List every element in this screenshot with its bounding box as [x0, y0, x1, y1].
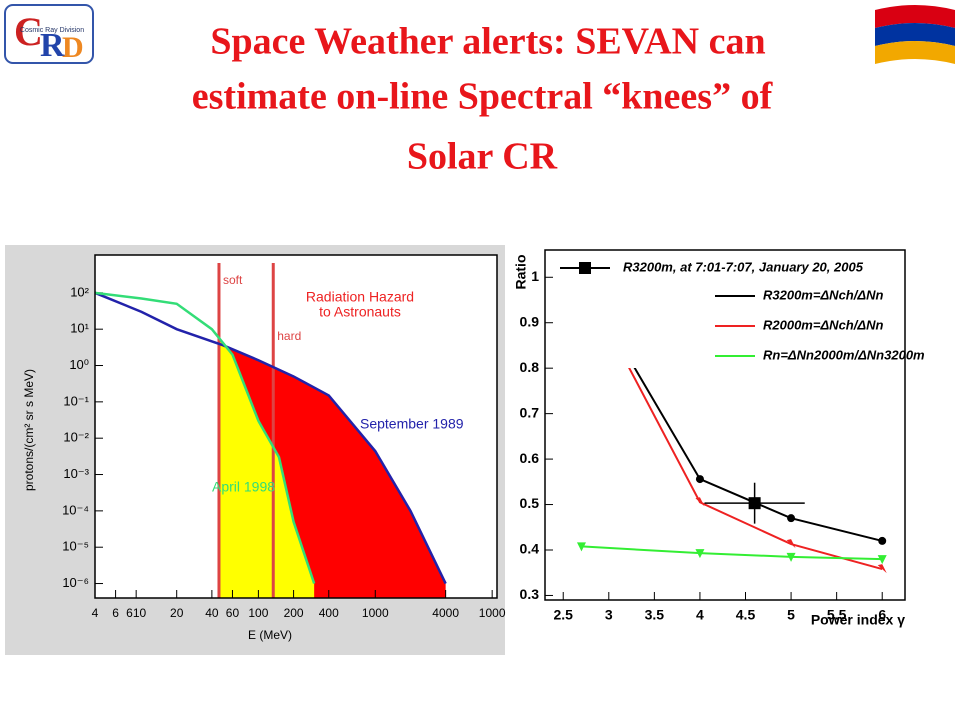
y-tick-label: 0.8	[520, 359, 540, 375]
x-tick-label: 400	[319, 606, 339, 620]
x-tick-label: 100	[248, 606, 268, 620]
y-tick-label: 1	[531, 268, 539, 284]
flag-orange	[875, 41, 955, 64]
y-tick-label: 10¹	[70, 321, 89, 336]
x-tick-label: 2.5	[553, 607, 573, 623]
x-axis-label: Power index γ	[811, 612, 905, 628]
y-tick-label: 0.4	[520, 541, 540, 557]
series-line	[95, 291, 447, 585]
plot-frame	[544, 249, 906, 601]
area	[218, 337, 315, 598]
slide-title: Solar CR	[407, 136, 558, 178]
x-tick-label: 1000	[479, 606, 506, 620]
x-tick-label: 200	[284, 606, 304, 620]
y-tick-label: 10⁻³	[63, 466, 89, 481]
y-tick-label: 10⁻⁴	[62, 502, 89, 517]
x-tick-label: 20	[170, 606, 184, 620]
annotation: Radiation Hazard	[306, 289, 414, 305]
marker	[878, 536, 887, 545]
y-tick-label: 10⁻¹	[63, 393, 89, 408]
legend-label: R3200m=ΔNch/ΔNn	[763, 287, 883, 302]
plot-frame	[94, 254, 498, 599]
x-tick-label: 3	[605, 607, 613, 623]
marker	[576, 542, 586, 552]
y-axis-label: protons/(cm² sr s MeV)	[22, 369, 36, 491]
x-tick-label: 40	[205, 606, 219, 620]
slide-title: Space Weather alerts: SEVAN can	[210, 21, 765, 63]
x-tick-label: 60	[226, 606, 240, 620]
y-tick-label: 0.3	[520, 586, 540, 602]
marker	[695, 549, 705, 559]
y-tick-label: 10⁰	[69, 357, 89, 372]
x-tick-label: 6	[878, 607, 886, 623]
marker	[877, 564, 887, 574]
x-axis-label: E (MeV)	[248, 628, 292, 642]
x-tick-label: 4	[696, 607, 704, 623]
marker	[695, 475, 704, 484]
x-tick-label: 4.5	[736, 607, 756, 623]
y-tick-label: 0.7	[520, 404, 540, 420]
y-tick-label: 10⁻²	[63, 430, 89, 445]
y-tick-label: 0.9	[520, 313, 540, 329]
series-line	[580, 276, 883, 571]
marker	[877, 555, 887, 565]
legend-marker	[579, 262, 591, 274]
legend-label: R2000m=ΔNch/ΔNn	[763, 317, 883, 332]
x-tick-label: 6	[112, 606, 119, 620]
marker	[787, 514, 796, 523]
x-tick-label: 5.5	[827, 607, 847, 623]
logo-r: R	[40, 27, 65, 64]
y-tick-label: 10⁻⁶	[62, 575, 89, 590]
series-group	[580, 276, 883, 571]
y-axis-label: Ratio	[513, 255, 529, 290]
threshold-label: hard	[277, 329, 301, 343]
logo-d: D	[62, 31, 84, 64]
legend-frame	[555, 256, 897, 368]
logo-text: Cosmic Ray Division	[20, 27, 84, 34]
x-tick-label: 1000	[362, 606, 389, 620]
y-tick-label: 10²	[70, 284, 89, 299]
flag-red	[875, 5, 955, 28]
flag	[875, 5, 955, 64]
marker	[786, 539, 796, 549]
marker	[695, 497, 705, 507]
x-tick-label: 3.5	[645, 607, 665, 623]
series-line	[580, 276, 883, 542]
series-line	[95, 291, 316, 584]
annotation: to Astronauts	[319, 304, 401, 320]
legend-label: Rn=ΔNn2000m/ΔNn3200m	[763, 347, 925, 362]
threshold-label: soft	[223, 273, 243, 287]
x-tick-label: 4000	[432, 606, 459, 620]
logo-c: C	[14, 9, 43, 54]
x-tick-label: 4	[92, 606, 99, 620]
series-label: September 1989	[360, 416, 464, 432]
series-line	[581, 545, 883, 561]
legend-label: R3200m, at 7:01-7:07, January 20, 2005	[623, 259, 864, 274]
slide-title: estimate on-line Spectral “knees” of	[192, 76, 774, 118]
y-tick-label: 10⁻⁵	[62, 539, 89, 554]
marker	[786, 552, 796, 562]
y-tick-label: 0.5	[520, 495, 540, 511]
flag-blue	[875, 23, 955, 46]
series-label: April 1998	[212, 479, 275, 495]
logo-frame	[4, 4, 94, 64]
logo: C R D Cosmic Ray Division	[4, 4, 94, 64]
point-marker	[748, 497, 761, 510]
series-group	[95, 291, 447, 585]
y-tick-label: 0.6	[520, 450, 540, 466]
x-tick-label: 5	[787, 607, 795, 623]
x-tick-label: 610	[126, 606, 146, 620]
